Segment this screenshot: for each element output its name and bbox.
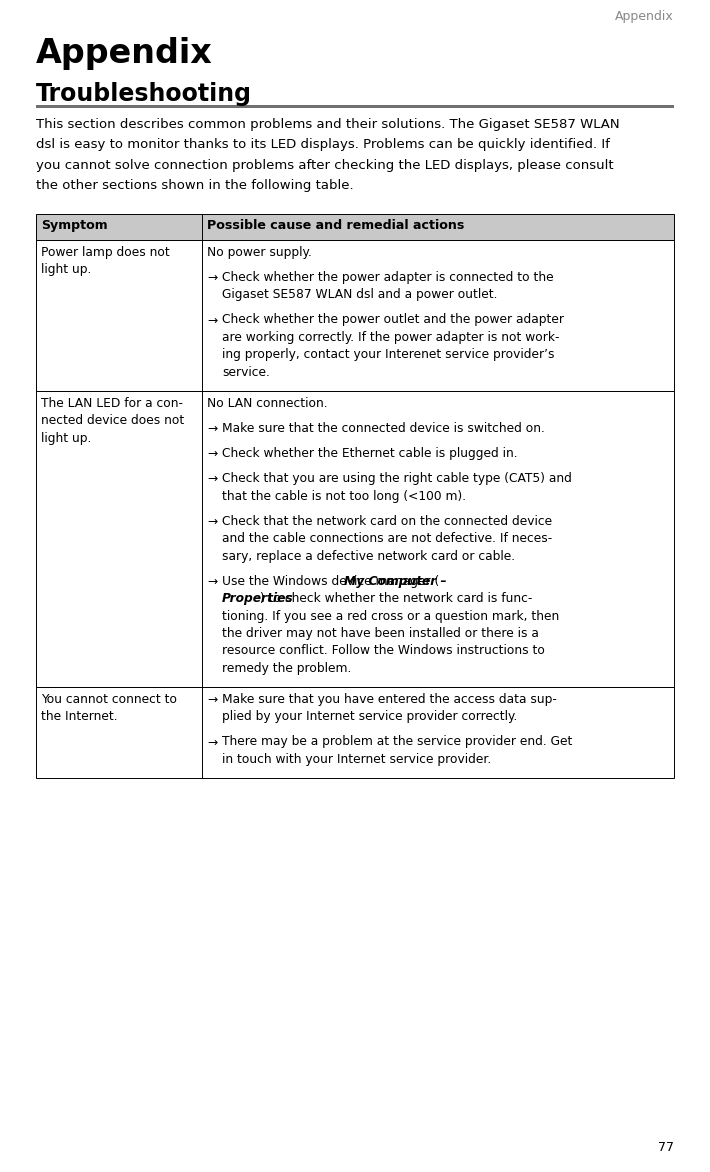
Text: light up.: light up. bbox=[41, 264, 92, 277]
Text: 77: 77 bbox=[658, 1142, 674, 1154]
Text: →: → bbox=[207, 472, 217, 485]
Text: Possible cause and remedial actions: Possible cause and remedial actions bbox=[207, 219, 464, 232]
Text: Power lamp does not: Power lamp does not bbox=[41, 246, 170, 259]
Text: Appendix: Appendix bbox=[616, 11, 674, 23]
Bar bbox=[36, 105, 674, 108]
Text: My Computer –: My Computer – bbox=[344, 574, 447, 588]
Text: No LAN connection.: No LAN connection. bbox=[207, 397, 327, 410]
Text: service.: service. bbox=[222, 366, 270, 379]
Bar bbox=[36, 687, 674, 778]
Text: →: → bbox=[207, 313, 217, 327]
Text: →: → bbox=[207, 448, 217, 461]
Text: nected device does not: nected device does not bbox=[41, 414, 185, 428]
Text: the other sections shown in the following table.: the other sections shown in the followin… bbox=[36, 179, 354, 192]
Text: resource conflict. Follow the Windows instructions to: resource conflict. Follow the Windows in… bbox=[222, 645, 545, 657]
Text: tioning. If you see a red cross or a question mark, then: tioning. If you see a red cross or a que… bbox=[222, 609, 559, 622]
Bar bbox=[36, 213, 674, 240]
Text: in touch with your Internet service provider.: in touch with your Internet service prov… bbox=[222, 752, 491, 765]
Text: and the cable connections are not defective. If neces-: and the cable connections are not defect… bbox=[222, 532, 552, 545]
Text: →: → bbox=[207, 693, 217, 706]
Text: →: → bbox=[207, 736, 217, 749]
Bar bbox=[36, 391, 674, 687]
Text: →: → bbox=[207, 515, 217, 527]
Text: Check whether the power outlet and the power adapter: Check whether the power outlet and the p… bbox=[222, 313, 564, 327]
Text: are working correctly. If the power adapter is not work-: are working correctly. If the power adap… bbox=[222, 331, 559, 343]
Text: Use the Windows device manager (: Use the Windows device manager ( bbox=[222, 574, 439, 588]
Text: Appendix: Appendix bbox=[36, 38, 213, 70]
Text: Make sure that the connected device is switched on.: Make sure that the connected device is s… bbox=[222, 422, 545, 435]
Text: →: → bbox=[207, 422, 217, 435]
Text: remedy the problem.: remedy the problem. bbox=[222, 661, 351, 675]
Text: that the cable is not too long (<100 m).: that the cable is not too long (<100 m). bbox=[222, 490, 466, 503]
Text: you cannot solve connection problems after checking the LED displays, please con: you cannot solve connection problems aft… bbox=[36, 159, 613, 172]
Text: →: → bbox=[207, 271, 217, 284]
Text: Check that you are using the right cable type (CAT5) and: Check that you are using the right cable… bbox=[222, 472, 572, 485]
Text: This section describes common problems and their solutions. The Gigaset SE587 WL: This section describes common problems a… bbox=[36, 118, 620, 131]
Text: the driver may not have been installed or there is a: the driver may not have been installed o… bbox=[222, 627, 539, 640]
Text: You cannot connect to: You cannot connect to bbox=[41, 693, 177, 706]
Text: The LAN LED for a con-: The LAN LED for a con- bbox=[41, 397, 183, 410]
Text: Check whether the power adapter is connected to the: Check whether the power adapter is conne… bbox=[222, 271, 554, 284]
Bar bbox=[36, 240, 674, 391]
Text: No power supply.: No power supply. bbox=[207, 246, 312, 259]
Text: Make sure that you have entered the access data sup-: Make sure that you have entered the acce… bbox=[222, 693, 557, 706]
Text: light up.: light up. bbox=[41, 431, 92, 444]
Text: Symptom: Symptom bbox=[41, 219, 108, 232]
Text: sary, replace a defective network card or cable.: sary, replace a defective network card o… bbox=[222, 550, 515, 563]
Text: There may be a problem at the service provider end. Get: There may be a problem at the service pr… bbox=[222, 736, 572, 749]
Text: Properties: Properties bbox=[222, 592, 294, 605]
Text: Gigaset SE587 WLAN dsl and a power outlet.: Gigaset SE587 WLAN dsl and a power outle… bbox=[222, 288, 498, 301]
Text: dsl is easy to monitor thanks to its LED displays. Problems can be quickly ident: dsl is easy to monitor thanks to its LED… bbox=[36, 138, 610, 151]
Text: Check whether the Ethernet cable is plugged in.: Check whether the Ethernet cable is plug… bbox=[222, 448, 518, 461]
Text: Check that the network card on the connected device: Check that the network card on the conne… bbox=[222, 515, 552, 527]
Text: the Internet.: the Internet. bbox=[41, 710, 118, 723]
Text: ing properly, contact your Interenet service provider’s: ing properly, contact your Interenet ser… bbox=[222, 348, 555, 361]
Text: Troubleshooting: Troubleshooting bbox=[36, 82, 252, 105]
Text: →: → bbox=[207, 574, 217, 588]
Text: ) to check whether the network card is func-: ) to check whether the network card is f… bbox=[260, 592, 532, 605]
Text: plied by your Internet service provider correctly.: plied by your Internet service provider … bbox=[222, 710, 518, 723]
